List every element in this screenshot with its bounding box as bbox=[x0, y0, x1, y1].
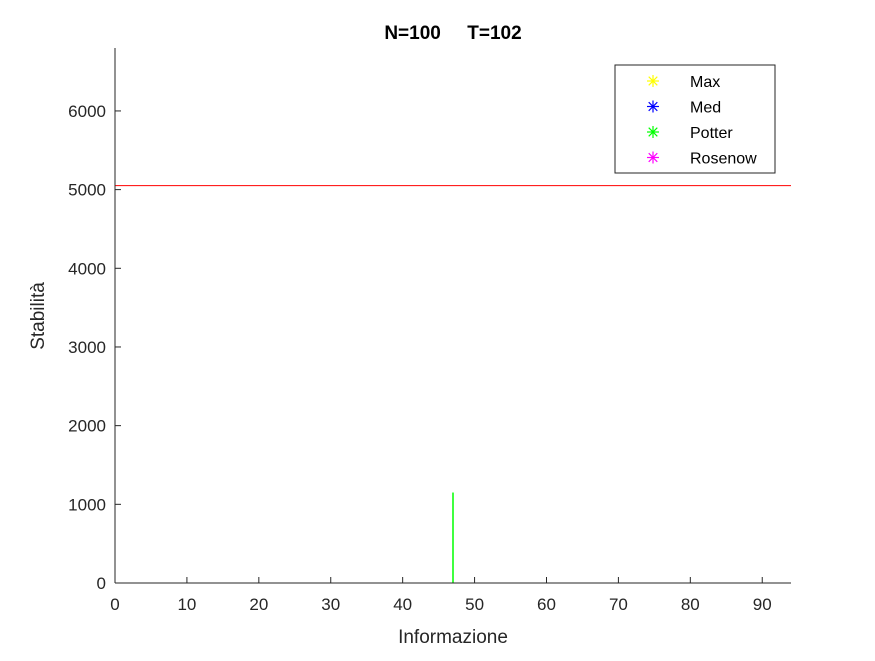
legend-item-rosenow: Rosenow bbox=[647, 151, 757, 168]
x-tick-label-50: 50 bbox=[465, 595, 484, 614]
marker-stroke bbox=[648, 152, 658, 163]
marker-stroke bbox=[648, 101, 658, 112]
marker-stroke bbox=[648, 127, 658, 137]
x-axis: 0 10 20 30 40 50 60 70 80 90 bbox=[110, 577, 791, 614]
legend: Max Med Potter Rosenow bbox=[614, 64, 776, 174]
legend-label-potter: Potter bbox=[690, 125, 733, 142]
y-tick-label-5000: 5000 bbox=[68, 181, 106, 200]
x-tick-label-20: 20 bbox=[249, 595, 268, 614]
y-axis: 0 1000 2000 3000 4000 5000 6000 bbox=[68, 48, 121, 593]
y-tick-label-6000: 6000 bbox=[68, 102, 106, 121]
x-tick-label-10: 10 bbox=[177, 595, 196, 614]
legend-marker-max bbox=[647, 75, 659, 87]
legend-item-potter: Potter bbox=[647, 125, 733, 142]
x-axis-label: Informazione bbox=[398, 627, 508, 648]
legend-label-rosenow: Rosenow bbox=[690, 151, 757, 168]
legend-box bbox=[614, 64, 776, 174]
marker-stroke bbox=[648, 76, 658, 86]
legend-label-med: Med bbox=[690, 100, 721, 117]
legend-item-med: Med bbox=[647, 100, 721, 117]
legend-marker-med bbox=[647, 100, 659, 113]
legend-marker-rosenow bbox=[647, 151, 659, 164]
plot-area bbox=[115, 185, 791, 583]
legend-marker-potter bbox=[647, 126, 659, 138]
x-tick-label-90: 90 bbox=[753, 595, 772, 614]
y-tick-label-3000: 3000 bbox=[68, 338, 106, 357]
x-tick-label-80: 80 bbox=[681, 595, 700, 614]
chart-title: N=100 T=102 bbox=[384, 23, 521, 44]
x-tick-label-30: 30 bbox=[321, 595, 340, 614]
y-tick-label-2000: 2000 bbox=[68, 417, 106, 436]
y-tick-label-1000: 1000 bbox=[68, 495, 106, 514]
x-tick-label-60: 60 bbox=[537, 595, 556, 614]
x-tick-label-70: 70 bbox=[609, 595, 628, 614]
y-axis-label: Stabilità bbox=[28, 282, 49, 350]
x-tick-label-40: 40 bbox=[393, 595, 412, 614]
x-tick-label-0: 0 bbox=[110, 595, 119, 614]
y-tick-label-0: 0 bbox=[97, 574, 106, 593]
y-tick-label-4000: 4000 bbox=[68, 259, 106, 278]
legend-label-max: Max bbox=[690, 74, 720, 91]
legend-item-max: Max bbox=[647, 74, 720, 91]
